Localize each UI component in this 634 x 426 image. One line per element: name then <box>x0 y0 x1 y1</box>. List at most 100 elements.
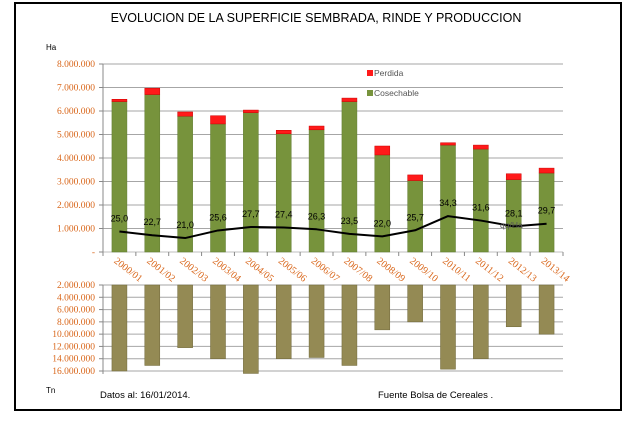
rinde-data-label: 25,7 <box>406 212 424 222</box>
top-y-tick-label: 3.000.000 <box>57 178 95 188</box>
bottom-gridlines <box>99 284 563 374</box>
category-label: 2008/09 <box>374 256 407 285</box>
bar-perdida <box>177 111 193 117</box>
bottom-y-tick-labels: 2.000.000 4.000.000 6.000.000 8.000.000 10.0… <box>52 281 95 377</box>
bar-produccion <box>144 284 161 366</box>
bar-cosechable <box>243 112 259 253</box>
bottom-y-tick-label: 6.000.000 <box>57 306 95 316</box>
top-y-tick-label: 6.000.000 <box>57 107 95 117</box>
legend-swatch-perdida <box>367 70 373 76</box>
y-axis-label-top: Ha <box>46 43 57 52</box>
bottom-y-tick-label: 14.000.000 <box>52 355 95 365</box>
bar-perdida <box>243 109 259 113</box>
bottom-y-tick-label: 16.000.000 <box>52 367 95 377</box>
rinde-data-label: 29,7 <box>538 206 556 216</box>
bottom-y-tick-label: 12.000.000 <box>52 342 95 352</box>
rinde-line-path <box>119 215 547 240</box>
top-y-tick-label: 2.000.000 <box>57 201 95 211</box>
category-label: 2010/11 <box>440 256 472 285</box>
category-label: 2011/12 <box>473 256 505 285</box>
bar-cosechable <box>144 94 161 253</box>
bar-perdida <box>374 145 391 156</box>
rinde-data-label: 28,1 <box>505 208 523 218</box>
rinde-data-label: 31,6 <box>472 203 490 213</box>
category-label: 2000/01 <box>112 256 145 285</box>
category-label: 2009/10 <box>407 256 440 285</box>
bar-cosechable <box>473 148 489 253</box>
footer-source: Fuente Bolsa de Cereales . <box>378 390 493 401</box>
top-gridlines <box>99 63 564 256</box>
chart-title: EVOLUCION DE LA SUPERFICIE SEMBRADA, RIN… <box>111 11 522 25</box>
category-label: 2005/06 <box>276 256 309 285</box>
bar-perdida <box>210 115 226 125</box>
rinde-line <box>119 215 547 240</box>
bar-cosechable <box>210 123 226 253</box>
bar-produccion <box>374 284 391 331</box>
rinde-data-label: 22,7 <box>144 217 162 227</box>
bottom-y-tick-label: 2.000.000 <box>57 281 95 291</box>
bar-produccion <box>243 284 259 374</box>
top-y-tick-label: 8.000.000 <box>57 60 95 70</box>
category-label: 2001/02 <box>144 256 177 285</box>
bar-produccion <box>440 284 456 370</box>
bar-perdida <box>111 99 128 102</box>
bar-perdida <box>275 130 292 135</box>
category-label: 2006/07 <box>309 256 342 285</box>
category-label: 2013/14 <box>539 256 572 285</box>
top-y-tick-label: 4.000.000 <box>57 154 95 164</box>
rinde-data-label: 22,0 <box>374 218 392 228</box>
rinde-data-label: 27,7 <box>242 209 260 219</box>
top-bars <box>111 87 555 253</box>
category-labels: 2000/01 2001/02 2002/03 2003/04 2004/05 2005/… <box>112 256 572 285</box>
bar-perdida <box>440 142 456 146</box>
bar-produccion <box>505 284 522 328</box>
bar-produccion <box>177 284 193 348</box>
bar-produccion <box>538 284 555 335</box>
bottom-bars <box>111 284 555 374</box>
bottom-y-tick-label: 4.000.000 <box>57 293 95 303</box>
bar-perdida <box>538 167 555 174</box>
bar-cosechable <box>275 133 292 253</box>
bar-perdida <box>505 173 522 180</box>
bar-perdida <box>308 125 325 131</box>
bar-perdida <box>144 87 161 95</box>
legend-label-cosechable: Cosechable <box>374 88 419 98</box>
category-label: 2007/08 <box>342 256 375 285</box>
bar-cosechable <box>308 129 325 253</box>
bar-perdida <box>341 97 358 102</box>
bar-cosechable <box>341 101 358 253</box>
top-y-tick-labels: - 1.000.000 2.000.000 3.000.000 4.000.000 5.0… <box>57 60 95 258</box>
bar-produccion <box>341 284 358 366</box>
bar-cosechable <box>177 115 193 253</box>
bar-perdida <box>473 144 489 150</box>
category-label: 2002/03 <box>177 256 210 285</box>
category-label: 2004/05 <box>243 256 276 285</box>
rinde-data-label: 25,0 <box>111 213 129 223</box>
rinde-data-label: 21,0 <box>176 220 194 230</box>
legend-label-perdida: Perdida <box>374 68 404 78</box>
rinde-data-label: 23,5 <box>341 216 359 226</box>
bottom-y-tick-label: 8.000.000 <box>57 318 95 328</box>
y-axis-label-bottom: Tn <box>46 386 55 395</box>
bar-produccion <box>407 284 423 323</box>
rinde-data-labels: 25,0 22,7 21,0 25,6 27,7 27,4 26,3 23,5 22,0 25,7… <box>111 198 556 230</box>
bottom-y-tick-label: 10.000.000 <box>52 330 95 340</box>
rinde-data-label: 25,6 <box>209 212 227 222</box>
rinde-data-label: 34,3 <box>439 198 457 208</box>
bar-produccion <box>111 284 128 372</box>
bar-produccion <box>210 284 226 359</box>
top-y-tick-label: 5.000.000 <box>57 131 95 141</box>
bar-cosechable <box>374 154 391 253</box>
legend: Perdida Cosechable <box>367 68 419 98</box>
rinde-data-label: 27,4 <box>275 209 293 219</box>
bar-produccion <box>308 284 325 358</box>
bar-produccion <box>275 284 292 359</box>
top-y-tick-label: - <box>92 248 95 258</box>
bar-produccion <box>473 284 489 359</box>
rinde-data-label: 26,3 <box>308 211 326 221</box>
line-series-label: qq/Ha <box>500 220 523 230</box>
category-label: 2012/13 <box>506 256 539 285</box>
category-label: 2003/04 <box>210 256 243 285</box>
bar-perdida <box>407 174 423 181</box>
